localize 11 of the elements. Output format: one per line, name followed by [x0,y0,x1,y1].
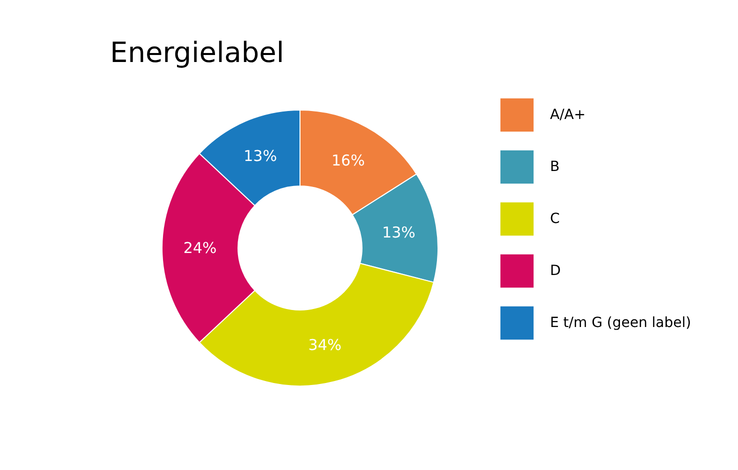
data-label: 16% [332,151,365,170]
legend-label: B [550,159,560,175]
legend-label: D [550,263,561,279]
data-label: 34% [308,336,342,354]
data-label: 13% [244,147,277,166]
legend-label: C [550,211,560,227]
data-label: 13% [382,223,416,242]
data-label: 24% [183,239,217,257]
legend-label: A/A+ [550,107,586,123]
chart-title: Energielabel [110,36,284,69]
legend-label: E t/m G (geen label) [550,315,692,331]
